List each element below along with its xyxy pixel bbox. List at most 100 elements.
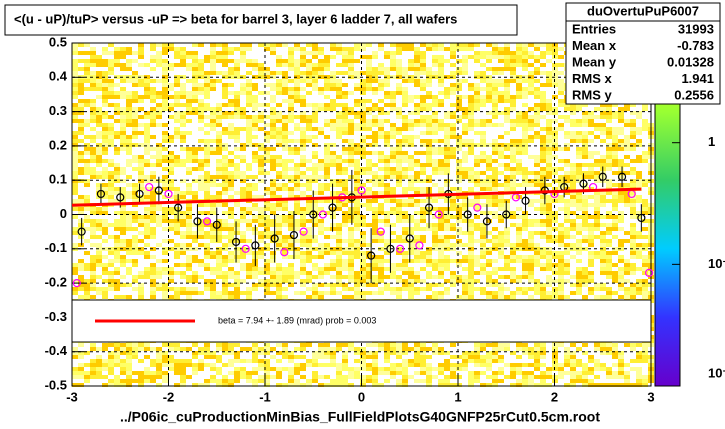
texture-cell: [276, 343, 282, 347]
texture-cell: [168, 163, 174, 167]
texture-cell: [78, 67, 84, 71]
texture-cell: [528, 287, 534, 291]
texture-cell: [342, 147, 348, 151]
texture-cell: [360, 263, 366, 267]
texture-cell: [450, 155, 456, 159]
texture-cell: [516, 207, 522, 211]
texture-cell: [486, 95, 492, 99]
texture-cell: [522, 103, 528, 107]
texture-cell: [144, 227, 150, 231]
texture-cell: [504, 255, 510, 259]
texture-cell: [90, 159, 96, 163]
texture-cell: [408, 291, 414, 295]
texture-cell: [318, 127, 324, 131]
texture-cell: [366, 223, 372, 227]
texture-cell: [168, 187, 174, 191]
texture-cell: [132, 83, 138, 87]
texture-cell: [174, 127, 180, 131]
texture-cell: [438, 235, 444, 239]
texture-cell: [168, 179, 174, 183]
texture-cell: [342, 295, 348, 299]
texture-cell: [282, 99, 288, 103]
texture-cell: [114, 83, 120, 87]
texture-cell: [408, 243, 414, 247]
texture-cell: [72, 131, 78, 135]
texture-cell: [378, 275, 384, 279]
texture-cell: [504, 95, 510, 99]
texture-cell: [534, 259, 540, 263]
texture-cell: [402, 95, 408, 99]
texture-cell: [168, 347, 174, 351]
texture-cell: [414, 347, 420, 351]
texture-cell: [468, 223, 474, 227]
texture-cell: [228, 347, 234, 351]
texture-cell: [378, 219, 384, 223]
texture-cell: [324, 63, 330, 67]
texture-cell: [402, 171, 408, 175]
texture-cell: [462, 199, 468, 203]
texture-cell: [396, 59, 402, 63]
texture-cell: [612, 291, 618, 295]
texture-cell: [372, 219, 378, 223]
texture-cell: [348, 51, 354, 55]
texture-cell: [480, 71, 486, 75]
texture-cell: [300, 183, 306, 187]
texture-cell: [588, 231, 594, 235]
texture-cell: [570, 283, 576, 287]
texture-cell: [606, 227, 612, 231]
texture-cell: [132, 183, 138, 187]
texture-cell: [114, 243, 120, 247]
texture-cell: [192, 155, 198, 159]
texture-cell: [348, 59, 354, 63]
texture-cell: [276, 235, 282, 239]
texture-cell: [474, 71, 480, 75]
texture-cell: [636, 159, 642, 163]
texture-cell: [606, 267, 612, 271]
texture-cell: [84, 87, 90, 91]
texture-cell: [264, 291, 270, 295]
texture-cell: [378, 47, 384, 51]
texture-cell: [174, 215, 180, 219]
texture-cell: [480, 223, 486, 227]
texture-cell: [630, 191, 636, 195]
texture-cell: [168, 43, 174, 47]
texture-cell: [414, 259, 420, 263]
texture-cell: [174, 51, 180, 55]
texture-cell: [558, 87, 564, 91]
texture-cell: [504, 99, 510, 103]
texture-cell: [450, 111, 456, 115]
texture-cell: [462, 291, 468, 295]
texture-cell: [270, 51, 276, 55]
texture-cell: [528, 135, 534, 139]
texture-cell: [432, 263, 438, 267]
texture-cell: [216, 43, 222, 47]
texture-cell: [492, 347, 498, 351]
texture-cell: [294, 67, 300, 71]
texture-cell: [150, 179, 156, 183]
texture-cell: [366, 179, 372, 183]
texture-cell: [354, 103, 360, 107]
texture-cell: [282, 255, 288, 259]
texture-cell: [102, 159, 108, 163]
texture-cell: [210, 127, 216, 131]
texture-cell: [294, 183, 300, 187]
texture-cell: [84, 99, 90, 103]
texture-cell: [156, 95, 162, 99]
texture-cell: [468, 255, 474, 259]
texture-cell: [96, 163, 102, 167]
texture-cell: [72, 67, 78, 71]
texture-cell: [324, 163, 330, 167]
texture-cell: [96, 255, 102, 259]
texture-cell: [492, 171, 498, 175]
texture-cell: [438, 347, 444, 351]
texture-cell: [366, 267, 372, 271]
texture-cell: [348, 211, 354, 215]
texture-cell: [582, 295, 588, 299]
texture-cell: [270, 119, 276, 123]
texture-cell: [138, 215, 144, 219]
texture-cell: [594, 163, 600, 167]
texture-cell: [588, 271, 594, 275]
texture-cell: [264, 235, 270, 239]
texture-cell: [504, 263, 510, 267]
texture-cell: [414, 343, 420, 347]
